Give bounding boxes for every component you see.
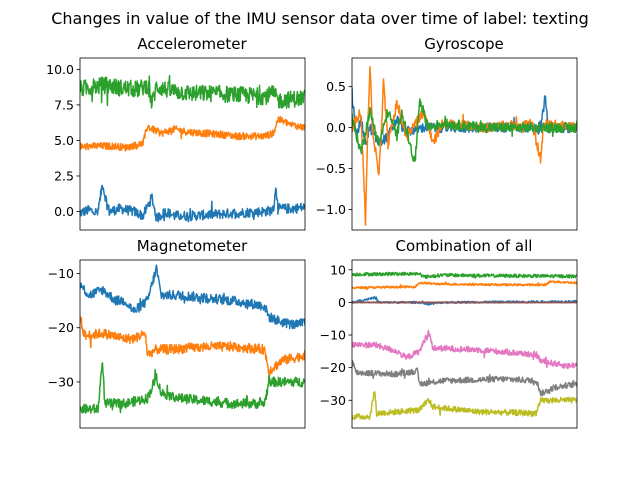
series-line-6: [352, 301, 577, 304]
y-tick-label: −10: [320, 328, 346, 343]
subplot-gyroscope: Gyroscope −1.0 −0.5 0.0 0.5: [316, 35, 578, 231]
series-line-1: [80, 264, 305, 330]
series-line-3: [80, 74, 305, 109]
series-line-1: [352, 295, 577, 306]
subplot-magnetometer: Magnetometer −30 −20 −10: [48, 237, 306, 429]
y-tick-label: −0.5: [316, 161, 346, 176]
series-line-9: [352, 391, 577, 421]
subplot-title-combination: Combination of all: [396, 237, 533, 255]
y-tick-label: 5.0: [54, 133, 74, 148]
series-line-1: [80, 184, 305, 223]
series-line-2: [352, 65, 577, 226]
axes-magnetometer: −30 −20 −10: [48, 259, 306, 429]
y-tick-label: 0: [338, 295, 346, 310]
y-tick-label: −1.0: [316, 202, 346, 217]
axes-accelerometer: 0.0 2.5 5.0 7.5 10.0: [46, 57, 306, 231]
series-line-7: [352, 329, 577, 370]
y-tick-label: 0.0: [54, 204, 74, 219]
y-tick-label: 10.0: [46, 62, 74, 77]
y-tick-label: 0.0: [326, 120, 346, 135]
series-line-3: [80, 362, 305, 414]
y-tick-label: −20: [48, 320, 74, 335]
subplot-title-magnetometer: Magnetometer: [137, 237, 248, 255]
y-tick-label: 10: [330, 262, 346, 277]
y-tick-label: −20: [320, 360, 346, 375]
figure-title: Changes in value of the IMU sensor data …: [51, 9, 589, 28]
subplot-accelerometer: Accelerometer 0.0 2.5 5.0 7.5 10.0: [46, 35, 306, 231]
subplot-title-gyroscope: Gyroscope: [424, 35, 504, 53]
series-line-1: [352, 87, 577, 147]
y-tick-label: 0.5: [326, 79, 346, 94]
subplot-title-accelerometer: Accelerometer: [137, 35, 247, 53]
series-line-2: [352, 280, 577, 291]
subplot-combination: Combination of all −30 −20 −10 0 10: [320, 237, 578, 429]
y-tick-label: 7.5: [54, 97, 74, 112]
axes-gyroscope: −1.0 −0.5 0.0 0.5: [316, 57, 578, 231]
y-tick-label: −10: [48, 266, 74, 281]
series-line-3: [352, 98, 577, 163]
y-tick-label: 2.5: [54, 168, 74, 183]
series-line-8: [352, 359, 577, 397]
axes-combination: −30 −20 −10 0 10: [320, 259, 578, 429]
axes-frame: [351, 259, 578, 429]
series-line-2: [80, 115, 305, 152]
series-line-3: [352, 271, 577, 279]
y-tick-label: −30: [48, 374, 74, 389]
axes-frame: [79, 57, 306, 231]
axes-frame: [79, 259, 306, 429]
axes-frame: [351, 57, 578, 231]
y-tick-label: −30: [320, 393, 346, 408]
series-line-2: [80, 315, 305, 376]
